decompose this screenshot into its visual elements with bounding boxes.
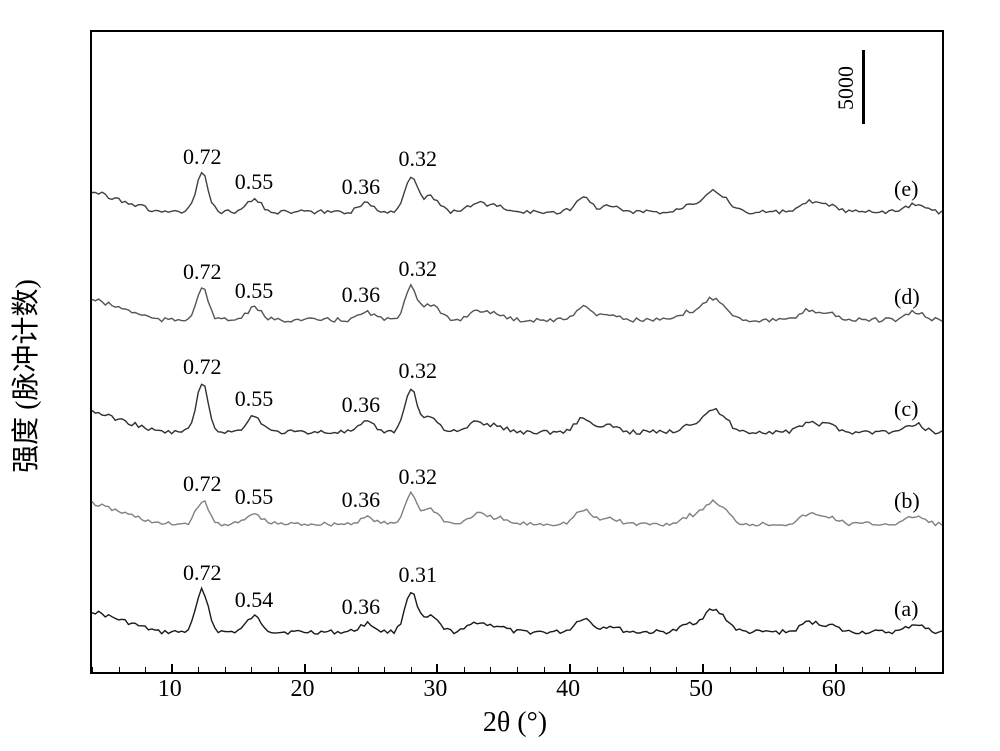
x-axis-label: 2θ (°) <box>483 707 547 739</box>
plot-area: 5000 (a)0.720.540.360.31(b)0.720.550.360… <box>90 30 944 674</box>
xrd-trace <box>92 32 942 672</box>
peak-label: 0.55 <box>235 169 274 195</box>
x-tick-label: 20 <box>291 676 315 703</box>
peak-label: 0.32 <box>399 146 438 172</box>
x-tick-label: 60 <box>822 676 846 703</box>
xrd-chart: 强度 (脉冲计数) 2θ (°) 5000 (a)0.720.540.360.3… <box>0 0 1000 751</box>
x-tick-minor <box>942 667 943 672</box>
x-tick-label: 40 <box>556 676 580 703</box>
peak-label: 0.36 <box>342 174 381 200</box>
trace-label-e: (e) <box>894 176 918 202</box>
peak-label: 0.72 <box>183 144 222 170</box>
x-tick-label: 50 <box>689 676 713 703</box>
x-tick-label: 10 <box>158 676 182 703</box>
y-axis-label: 强度 (脉冲计数) <box>4 279 44 473</box>
x-tick-label: 30 <box>423 676 447 703</box>
